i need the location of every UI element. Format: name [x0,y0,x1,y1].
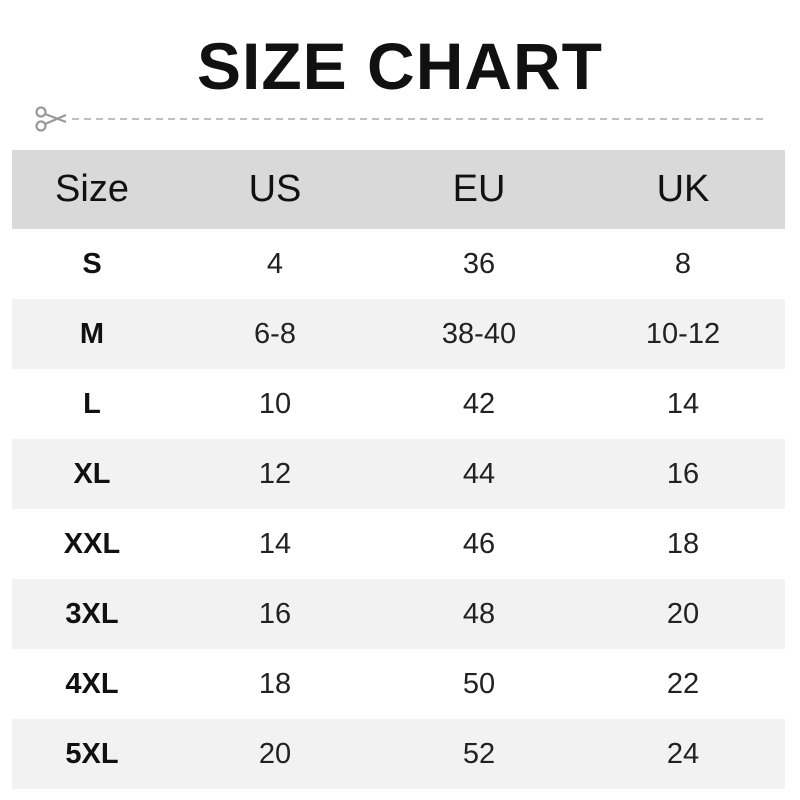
size-table: Size US EU UK S 4 36 8 M 6-8 38-40 10-12 L 10 42 14… [12,150,785,789]
size-cell: XXL [63,527,121,560]
eu-cell: 50 [462,667,496,700]
table-row: XL 12 44 16 [12,439,785,509]
header-uk: UK [656,168,710,210]
size-cell: M [79,317,105,350]
us-cell: 14 [258,527,292,560]
size-cell: XL [73,457,111,490]
header-size: Size [55,168,129,210]
uk-cell: 22 [666,667,700,700]
uk-cell: 10-12 [645,317,721,350]
us-cell: 6-8 [254,317,296,350]
uk-cell: 20 [666,597,700,630]
size-cell: 3XL [65,597,119,630]
uk-cell: 14 [666,387,700,420]
size-cell: S [82,247,102,280]
us-cell: 18 [258,667,292,700]
table-row: M 6-8 38-40 10-12 [12,299,785,369]
size-cell: 5XL [65,737,119,770]
eu-cell: 52 [462,737,496,770]
us-cell: 16 [258,597,292,630]
us-cell: 4 [266,247,284,280]
us-cell: 10 [258,387,292,420]
eu-cell: 46 [462,527,496,560]
table-row: L 10 42 14 [12,369,785,439]
size-cell: 4XL [65,667,119,700]
scissors-icon [35,106,67,132]
us-cell: 20 [258,737,292,770]
header-eu: EU [452,168,506,210]
table-row: 3XL 16 48 20 [12,579,785,649]
uk-cell: 24 [666,737,700,770]
us-cell: 12 [258,457,292,490]
table-row: S 4 36 8 [12,229,785,299]
table-row: 4XL 18 50 22 [12,649,785,719]
cut-line [35,106,768,132]
uk-cell: 8 [674,247,692,280]
uk-cell: 16 [666,457,700,490]
eu-cell: 38-40 [441,317,517,350]
eu-cell: 44 [462,457,496,490]
table-row: XXL 14 46 18 [12,509,785,579]
uk-cell: 18 [666,527,700,560]
header-us: US [248,168,302,210]
eu-cell: 42 [462,387,496,420]
table-header: Size US EU UK [12,150,785,229]
size-cell: L [83,387,101,420]
page-title: SIZE CHART [197,29,603,103]
eu-cell: 36 [462,247,496,280]
eu-cell: 48 [462,597,496,630]
table-row: 5XL 20 52 24 [12,719,785,789]
